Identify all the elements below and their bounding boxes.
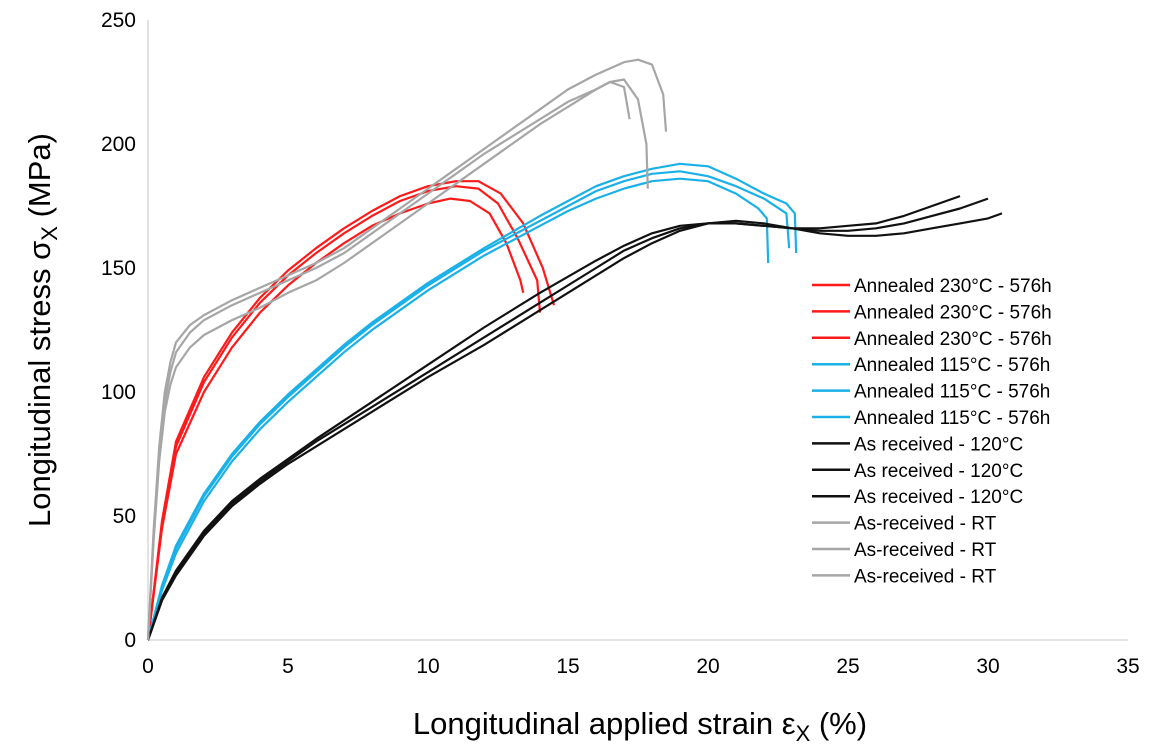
legend-label: Annealed 115°C - 576h (854, 382, 1050, 403)
series-layer (146, 58, 1003, 641)
y-tick-label: 150 (101, 257, 136, 280)
legend-label: As-received - RT (854, 514, 997, 535)
legend-item: As-received - RT (812, 566, 997, 587)
series-line (146, 197, 989, 641)
y-axis-title: Longitudinal stress σX (MPa) (22, 133, 62, 527)
legend-label: Annealed 230°C - 576h (854, 276, 1052, 297)
series-line (146, 212, 1003, 641)
legend-item: As-received - RT (812, 514, 997, 535)
x-axis-title: Longitudinal applied strain εX (%) (413, 706, 867, 746)
series-line (146, 58, 668, 641)
x-axis-ticks: 0 5 10 15 20 25 30 35 (142, 655, 1140, 678)
legend-label: As received - 120°C (854, 461, 1023, 482)
x-tick-label: 5 (282, 655, 294, 678)
legend-item: As received - 120°C (812, 487, 1023, 508)
series-line (146, 80, 631, 641)
legend-item: Annealed 115°C - 576h (812, 355, 1050, 376)
x-tick-label: 35 (1116, 655, 1139, 678)
legend-item: As received - 120°C (812, 434, 1023, 455)
series-line (146, 195, 961, 641)
series-line (146, 78, 649, 641)
legend-item: Annealed 115°C - 576h (812, 408, 1050, 429)
legend: Annealed 230°C - 576h Annealed 230°C - 57… (812, 276, 1052, 587)
legend-label: Annealed 115°C - 576h (854, 355, 1050, 376)
legend-item: Annealed 230°C - 576h (812, 302, 1052, 323)
x-tick-label: 0 (142, 655, 154, 678)
series-line (146, 185, 542, 641)
legend-label: As-received - RT (854, 566, 997, 587)
y-tick-label: 250 (101, 9, 136, 32)
series-line (146, 162, 798, 641)
legend-item: Annealed 230°C - 576h (812, 329, 1052, 350)
plot-area (147, 20, 1128, 641)
x-tick-label: 15 (556, 655, 579, 678)
series-line (146, 170, 791, 641)
x-tick-label: 10 (416, 655, 439, 678)
series-line (146, 197, 525, 641)
legend-label: As received - 120°C (854, 434, 1023, 455)
y-tick-label: 100 (101, 381, 136, 404)
y-tick-label: 50 (113, 505, 136, 528)
legend-label: Annealed 115°C - 576h (854, 408, 1050, 429)
x-tick-label: 30 (976, 655, 999, 678)
series-line (146, 177, 770, 641)
legend-label: As-received - RT (854, 540, 997, 561)
legend-item: Annealed 230°C - 576h (812, 276, 1052, 297)
legend-label: Annealed 230°C - 576h (854, 329, 1052, 350)
y-tick-label: 200 (101, 133, 136, 156)
legend-item: As received - 120°C (812, 461, 1023, 482)
legend-label: As received - 120°C (854, 487, 1023, 508)
legend-label: Annealed 230°C - 576h (854, 302, 1052, 323)
legend-item: Annealed 115°C - 576h (812, 382, 1050, 403)
series-line (146, 180, 556, 641)
x-tick-label: 20 (696, 655, 719, 678)
x-tick-label: 25 (836, 655, 859, 678)
legend-item: As-received - RT (812, 540, 997, 561)
y-axis-ticks: 0 50 100 150 200 250 (101, 9, 136, 652)
y-tick-label: 0 (124, 629, 136, 652)
